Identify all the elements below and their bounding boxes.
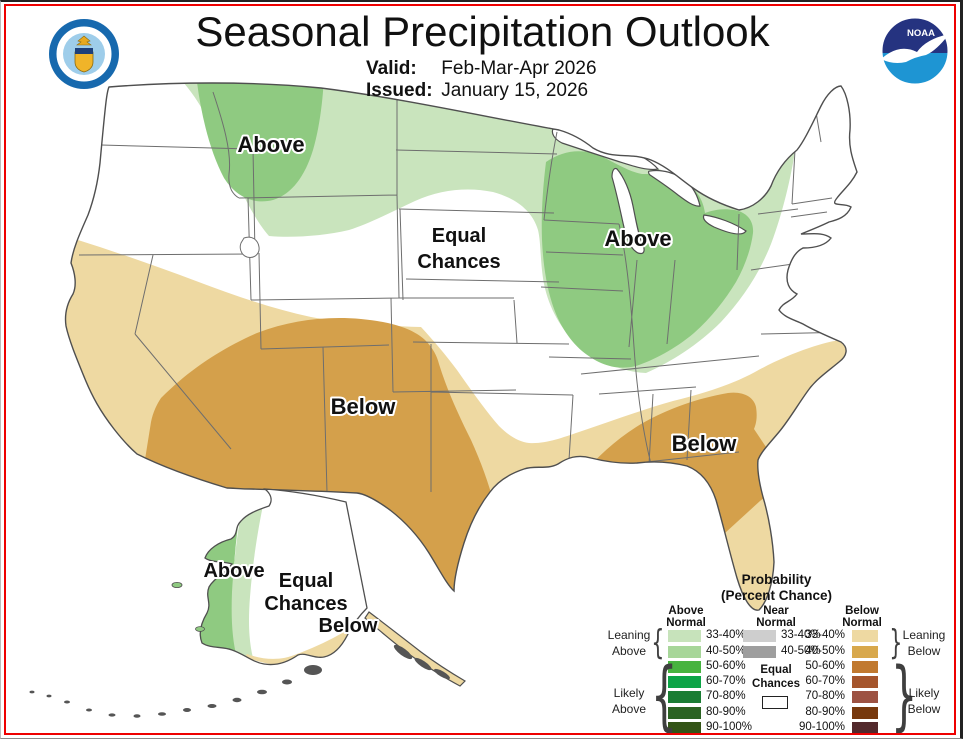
probability-legend: Probability (Percent Chance) Above Norma…	[599, 567, 954, 737]
legend-title-line1: Probability	[741, 572, 812, 587]
legend-below-swatch	[852, 630, 878, 642]
legend-title-line2: (Percent Chance)	[720, 588, 833, 603]
legend-below-swatch	[852, 691, 878, 703]
label-alaska-equal-2: Chances	[264, 593, 347, 615]
group-leaning-above: Leaning Above	[607, 628, 651, 658]
lake-erie	[702, 214, 747, 235]
legend-below-range: 60-70%	[805, 675, 845, 687]
noaa-gull-icon	[882, 34, 948, 63]
legend-header-near: Near Normal	[756, 605, 796, 629]
noaa-logo-text: NOAA	[907, 28, 935, 39]
legend-above-range: 60-70%	[706, 675, 746, 687]
label-above-northwest: Above	[237, 132, 304, 157]
brace-leaning-below: }	[889, 623, 903, 663]
label-above-greatlakes: Above	[604, 226, 671, 251]
legend-below-range: 40-50%	[805, 645, 845, 657]
issued-row: Issued: January 15, 2026	[366, 80, 597, 102]
great-salt-lake	[239, 236, 260, 258]
brace-leaning-above: {	[651, 623, 665, 663]
legend-below-swatch	[852, 722, 878, 734]
lake-ontario	[737, 171, 773, 185]
label-alaska-above: Above	[203, 560, 264, 582]
legend-below-swatch	[852, 646, 878, 658]
legend-equal-chances-line2: Chances	[752, 678, 800, 690]
legend-above-swatch	[668, 691, 701, 703]
label-alaska-equal-1: Equal	[279, 570, 333, 592]
label-equal-chances-1: Equal	[432, 225, 486, 247]
aleutian-islands	[29, 665, 322, 718]
state-boundaries	[78, 91, 852, 493]
doc-seal-shield	[74, 51, 94, 73]
legend-above-range: 33-40%	[706, 629, 746, 641]
group-likely-below: Likely Below	[907, 686, 941, 716]
issued-value: January 15, 2026	[441, 80, 589, 101]
legend-near-swatch	[743, 630, 776, 642]
legend-header-above: Above Normal	[666, 605, 706, 629]
legend-below-swatch	[852, 707, 878, 719]
legend-below-range: 50-60%	[805, 660, 845, 672]
legend-below-swatch	[852, 676, 878, 688]
legend-above-range: 70-80%	[706, 690, 746, 702]
brace-likely-above: {	[650, 650, 678, 739]
legend-above-swatch	[668, 676, 701, 688]
above-normal-core-northwest	[196, 83, 324, 202]
legend-equal-chances-box	[762, 696, 788, 709]
issued-label: Issued:	[366, 80, 433, 101]
doc-seal-logo	[49, 19, 119, 89]
legend-above-range: 50-60%	[706, 660, 746, 672]
alaska-panhandle	[364, 611, 466, 687]
legend-header-below: Below Normal	[842, 605, 882, 629]
noaa-logo: NOAA	[881, 17, 949, 85]
legend-above-range: 40-50%	[706, 645, 746, 657]
alaska-above-band	[231, 489, 267, 658]
legend-below-range: 33-40%	[805, 629, 845, 641]
valid-label: Valid:	[366, 58, 417, 79]
label-below-southeast: Below	[672, 431, 738, 456]
alaska-panhandle-islands	[393, 644, 450, 680]
valid-row: Valid: Feb-Mar-Apr 2026	[366, 58, 597, 80]
page-title: Seasonal Precipitation Outlook	[195, 8, 770, 55]
legend-below-range: 90-100%	[798, 721, 845, 733]
legend-near-range: 40-50%	[781, 645, 821, 657]
legend-near-swatch	[743, 646, 776, 658]
legend-below-range: 70-80%	[805, 690, 845, 702]
legend-above-swatch	[668, 630, 701, 642]
legend-above-range: 80-90%	[706, 706, 746, 718]
legend-below-swatch	[852, 661, 878, 673]
label-below-southwest: Below	[331, 394, 397, 419]
legend-above-swatch	[668, 646, 701, 658]
bering-islands	[171, 582, 205, 632]
legend-above-swatch	[668, 661, 701, 673]
label-alaska-below: Below	[319, 615, 378, 637]
legend-above-swatch	[668, 707, 701, 719]
brace-likely-below: }	[890, 650, 918, 739]
legend-above-range: 90-100%	[706, 721, 753, 733]
legend-below-range: 80-90%	[805, 706, 845, 718]
legend-equal-chances-line1: Equal	[760, 664, 792, 676]
group-likely-above: Likely Above	[611, 686, 647, 716]
group-leaning-below: Leaning Below	[902, 628, 946, 658]
lake-michigan	[611, 167, 645, 255]
doc-seal-eagle	[76, 35, 92, 46]
label-equal-chances-2: Chances	[417, 251, 500, 273]
valid-issued-block: Valid: Feb-Mar-Apr 2026 Issued: January …	[366, 58, 597, 102]
legend-above-swatch	[668, 722, 701, 734]
valid-value: Feb-Mar-Apr 2026	[441, 58, 597, 79]
legend-near-range: 33-40%	[781, 629, 821, 641]
